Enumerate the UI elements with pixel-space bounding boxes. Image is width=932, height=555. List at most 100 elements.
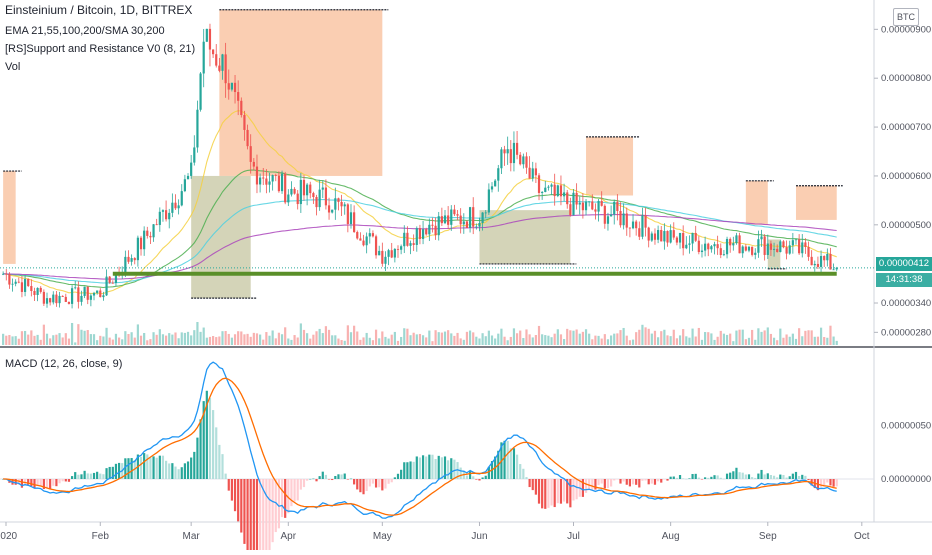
macd-histogram-bar bbox=[707, 477, 710, 479]
macd-histogram-bar bbox=[760, 469, 763, 479]
volume-bar bbox=[425, 337, 428, 345]
indicator-vol-label[interactable]: Vol bbox=[5, 61, 21, 73]
volume-bar bbox=[45, 333, 49, 345]
macd-histogram-bar bbox=[208, 397, 212, 479]
macd-histogram-bar bbox=[794, 471, 798, 479]
candle-body bbox=[368, 233, 371, 237]
macd-histogram-bar bbox=[450, 458, 453, 479]
candle-body bbox=[77, 287, 80, 302]
volume-bar bbox=[387, 338, 390, 345]
macd-histogram-bar bbox=[581, 479, 584, 497]
candle-body bbox=[318, 189, 321, 208]
candle-body bbox=[478, 223, 481, 227]
macd-histogram-bar bbox=[105, 468, 108, 479]
macd-histogram-bar bbox=[744, 474, 747, 479]
volume-bar bbox=[707, 332, 710, 345]
volume-bar bbox=[591, 339, 594, 345]
candle-body bbox=[550, 184, 553, 187]
volume-bar bbox=[660, 331, 663, 345]
macd-histogram-bar bbox=[92, 472, 96, 479]
volume-bar bbox=[704, 332, 707, 345]
candle-body bbox=[732, 243, 735, 246]
macd-histogram-bar bbox=[729, 472, 732, 479]
macd-histogram-bar bbox=[453, 459, 456, 479]
macd-line bbox=[3, 361, 837, 519]
candle-body bbox=[171, 202, 174, 213]
volume-bar bbox=[484, 336, 487, 345]
volume-bar bbox=[769, 333, 773, 345]
candle-body bbox=[381, 250, 384, 264]
volume-bar bbox=[117, 337, 121, 345]
candle-body bbox=[541, 192, 544, 193]
candle-body bbox=[481, 212, 484, 224]
volume-bar bbox=[801, 336, 804, 345]
candle-body bbox=[186, 175, 190, 180]
volume-bar bbox=[168, 333, 171, 345]
support-zone bbox=[479, 210, 571, 264]
volume-bar bbox=[39, 339, 42, 345]
currency-badge[interactable]: BTC bbox=[893, 8, 919, 26]
macd-histogram-bar bbox=[685, 478, 688, 480]
candle-body bbox=[760, 236, 763, 240]
volume-bar bbox=[572, 330, 575, 345]
time-tick-label: Feb bbox=[92, 531, 110, 542]
macd-histogram-bar bbox=[431, 454, 434, 479]
macd-histogram-bar bbox=[798, 475, 801, 479]
candle-body bbox=[218, 65, 221, 71]
macd-histogram-bar bbox=[826, 479, 829, 483]
macd-histogram-bar bbox=[788, 476, 791, 479]
candle-body bbox=[193, 147, 196, 163]
candle-body bbox=[306, 184, 309, 196]
indicator-ema-label[interactable]: EMA 21,55,100,200/SMA 30,200 bbox=[5, 25, 165, 37]
macd-histogram-bar bbox=[459, 467, 462, 479]
candle-body bbox=[196, 109, 199, 148]
macd-histogram-bar bbox=[556, 479, 559, 504]
signal-line bbox=[3, 377, 837, 516]
candle-body bbox=[468, 207, 472, 228]
candle-body bbox=[779, 241, 782, 252]
volume-bar bbox=[133, 337, 136, 345]
macd-histogram-bar bbox=[766, 473, 769, 479]
macd-histogram-bar bbox=[324, 474, 328, 479]
candle-body bbox=[581, 202, 584, 211]
macd-label[interactable]: MACD (12, 26, close, 9) bbox=[5, 358, 123, 370]
candle-body bbox=[829, 253, 832, 270]
volume-bar bbox=[625, 335, 628, 345]
volume-bar bbox=[735, 330, 738, 345]
macd-histogram-bar bbox=[785, 477, 788, 479]
volume-bar bbox=[406, 328, 409, 345]
candle-body bbox=[713, 244, 716, 247]
candle-body bbox=[349, 212, 353, 224]
macd-histogram-bar bbox=[588, 479, 591, 490]
candle-body bbox=[691, 232, 694, 244]
macd-histogram-bar bbox=[456, 462, 459, 479]
candle-body bbox=[688, 243, 691, 245]
macd-histogram-bar bbox=[387, 479, 390, 484]
candle-body bbox=[96, 290, 99, 293]
macd-histogram-bar bbox=[199, 419, 202, 479]
candle-body bbox=[400, 246, 403, 250]
candle-body bbox=[421, 229, 425, 239]
volume-bar bbox=[475, 336, 478, 345]
indicator-sr-label[interactable]: [RS]Support and Resistance V0 (8, 21) bbox=[5, 43, 196, 55]
macd-histogram-bar bbox=[512, 448, 516, 479]
last-price-tag: 0.00000412 bbox=[876, 257, 932, 271]
volume-bar bbox=[252, 332, 255, 345]
time-tick-label: Sep bbox=[759, 531, 777, 542]
macd-histogram-bar bbox=[193, 451, 196, 479]
candle-body bbox=[487, 189, 490, 213]
volume-bar bbox=[139, 335, 143, 345]
volume-bar bbox=[641, 324, 644, 345]
candle-body bbox=[80, 295, 83, 302]
countdown-tag: 14:31:38 bbox=[876, 273, 932, 287]
price-tick-label: 0.00000600 bbox=[881, 171, 931, 182]
macd-histogram-bar bbox=[315, 479, 318, 482]
candle-body bbox=[522, 156, 525, 165]
candle-body bbox=[494, 180, 497, 187]
volume-bar bbox=[149, 339, 152, 345]
time-tick-label: May bbox=[373, 531, 392, 542]
candle-body bbox=[299, 179, 302, 205]
macd-histogram-bar bbox=[20, 479, 24, 488]
